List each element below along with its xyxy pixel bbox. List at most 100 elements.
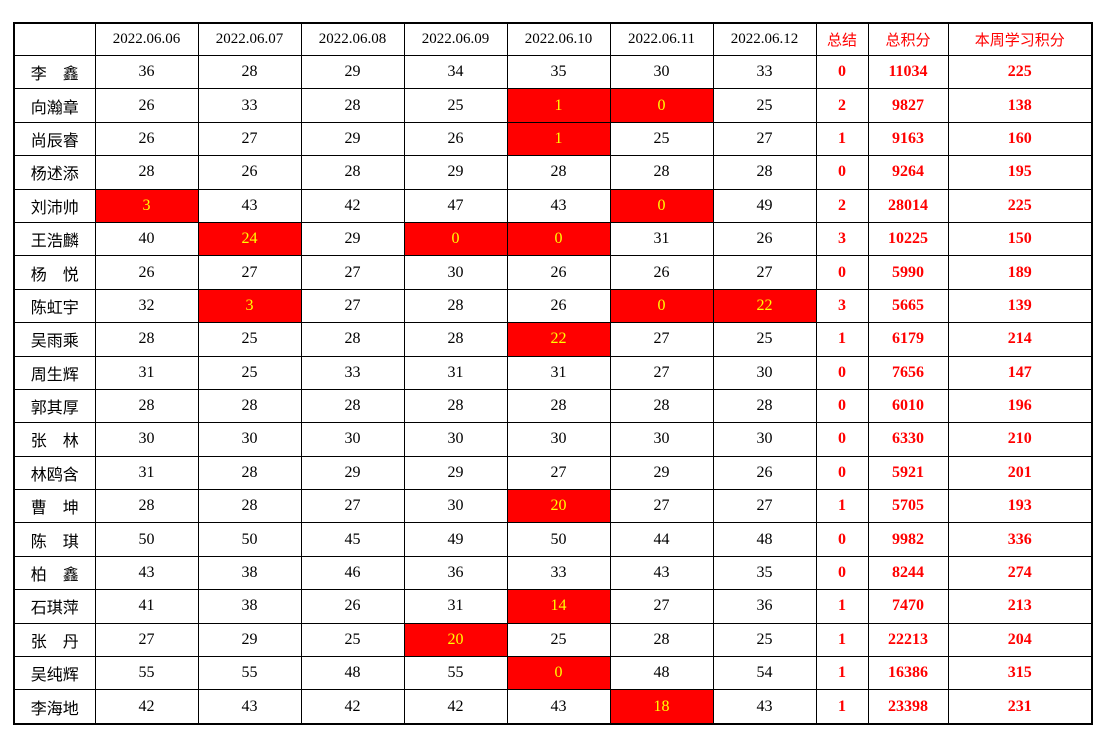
summary-cell: 0	[815, 555, 869, 591]
total-points-cell: 23398	[867, 689, 949, 725]
corner-cell	[13, 22, 96, 56]
score-cell: 28	[300, 388, 405, 424]
score-cell: 36	[94, 54, 199, 90]
score-cell: 29	[403, 455, 508, 491]
score-cell: 28	[94, 388, 199, 424]
table-row: 石琪萍 41 38 26 31 14 27 36 1 7470 213	[13, 589, 1093, 624]
score-cell: 25	[300, 622, 405, 658]
score-cell: 28	[712, 155, 817, 190]
score-cell: 41	[94, 589, 199, 624]
column-header-date-5: 2022.06.10	[506, 22, 611, 56]
score-cell: 43	[197, 188, 302, 223]
student-name: 杨述添	[13, 155, 96, 190]
score-cell: 28	[300, 155, 405, 190]
total-points-cell: 28014	[867, 188, 949, 223]
table-row: 向瀚章 26 33 28 25 1 0 25 2 9827 138	[13, 88, 1093, 123]
summary-cell: 0	[815, 255, 869, 290]
score-cell: 27	[300, 288, 405, 324]
score-cell: 0	[609, 88, 714, 123]
score-cell: 1	[506, 121, 611, 157]
score-cell: 33	[197, 88, 302, 123]
score-cell: 28	[300, 88, 405, 123]
score-cell: 30	[197, 422, 302, 457]
table-row: 李 鑫 36 28 29 34 35 30 33 0 11034 225	[13, 54, 1093, 90]
week-points-cell: 147	[947, 355, 1093, 390]
week-points-cell: 336	[947, 522, 1093, 557]
score-cell: 30	[403, 255, 508, 290]
table-row: 陈虹宇 32 3 27 28 26 0 22 3 5665 139	[13, 288, 1093, 324]
score-cell: 32	[94, 288, 199, 324]
week-points-cell: 204	[947, 622, 1093, 658]
score-cell: 26	[94, 121, 199, 157]
table-row: 林鸥含 31 28 29 29 27 29 26 0 5921 201	[13, 455, 1093, 491]
score-cell: 30	[712, 422, 817, 457]
score-cell: 0	[506, 221, 611, 257]
score-cell: 47	[403, 188, 508, 223]
score-cell: 27	[506, 455, 611, 491]
score-cell: 31	[403, 589, 508, 624]
score-cell: 20	[506, 489, 611, 524]
score-cell: 18	[609, 689, 714, 725]
score-cell: 31	[609, 221, 714, 257]
week-points-cell: 189	[947, 255, 1093, 290]
score-cell: 28	[506, 388, 611, 424]
summary-cell: 1	[815, 121, 869, 157]
week-points-cell: 201	[947, 455, 1093, 491]
table-row: 吴纯辉 55 55 48 55 0 48 54 1 16386 315	[13, 656, 1093, 691]
score-cell: 48	[609, 656, 714, 691]
score-cell: 30	[506, 422, 611, 457]
score-cell: 28	[94, 155, 199, 190]
total-points-cell: 6179	[867, 322, 949, 357]
score-cell: 55	[94, 656, 199, 691]
table-row: 柏 鑫 43 38 46 36 33 43 35 0 8244 274	[13, 555, 1093, 591]
student-name: 陈虹宇	[13, 288, 96, 324]
week-points-cell: 195	[947, 155, 1093, 190]
score-cell: 55	[197, 656, 302, 691]
score-cell: 45	[300, 522, 405, 557]
weekly-points-table-container: 2022.06.06 2022.06.07 2022.06.08 2022.06…	[13, 22, 1093, 725]
score-cell: 28	[609, 622, 714, 658]
total-points-cell: 5990	[867, 255, 949, 290]
score-cell: 29	[300, 455, 405, 491]
column-header-date-6: 2022.06.11	[609, 22, 714, 56]
student-name: 陈 琪	[13, 522, 96, 557]
week-points-cell: 196	[947, 388, 1093, 424]
score-cell: 38	[197, 589, 302, 624]
student-name: 刘沛帅	[13, 188, 96, 223]
score-cell: 27	[197, 121, 302, 157]
total-points-cell: 9264	[867, 155, 949, 190]
score-cell: 42	[300, 689, 405, 725]
score-cell: 0	[403, 221, 508, 257]
week-points-cell: 225	[947, 54, 1093, 90]
week-points-cell: 150	[947, 221, 1093, 257]
table-row: 曹 坤 28 28 27 30 20 27 27 1 5705 193	[13, 489, 1093, 524]
student-name: 吴雨乘	[13, 322, 96, 357]
score-cell: 30	[403, 422, 508, 457]
score-cell: 42	[403, 689, 508, 725]
score-cell: 31	[94, 355, 199, 390]
student-name: 石琪萍	[13, 589, 96, 624]
score-cell: 29	[300, 54, 405, 90]
score-cell: 25	[609, 121, 714, 157]
score-cell: 31	[506, 355, 611, 390]
score-cell: 27	[300, 255, 405, 290]
score-cell: 33	[506, 555, 611, 591]
score-cell: 25	[506, 622, 611, 658]
score-cell: 27	[712, 121, 817, 157]
score-cell: 40	[94, 221, 199, 257]
score-cell: 20	[403, 622, 508, 658]
week-points-cell: 160	[947, 121, 1093, 157]
score-cell: 3	[197, 288, 302, 324]
total-points-cell: 6330	[867, 422, 949, 457]
score-cell: 27	[712, 255, 817, 290]
table-row: 杨述添 28 26 28 29 28 28 28 0 9264 195	[13, 155, 1093, 190]
table-row: 尚辰睿 26 27 29 26 1 25 27 1 9163 160	[13, 121, 1093, 157]
student-name: 杨 悦	[13, 255, 96, 290]
total-points-cell: 16386	[867, 656, 949, 691]
week-points-cell: 231	[947, 689, 1093, 725]
summary-cell: 0	[815, 155, 869, 190]
score-cell: 28	[197, 388, 302, 424]
score-cell: 25	[197, 322, 302, 357]
week-points-cell: 274	[947, 555, 1093, 591]
score-cell: 33	[300, 355, 405, 390]
